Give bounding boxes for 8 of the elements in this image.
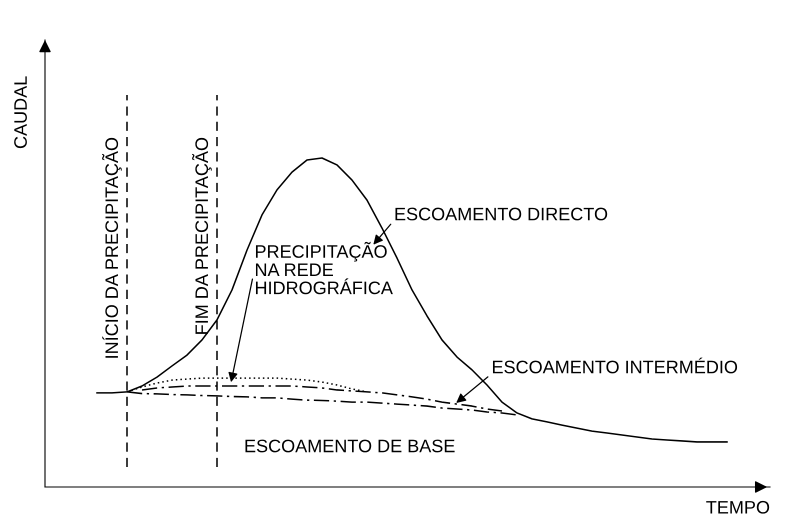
x-axis-title: TEMPO xyxy=(706,500,770,514)
annotation: INÍCIO DA PRECIPITAÇÃO xyxy=(102,138,122,358)
annotation: ESCOAMENTO INTERMÉDIO xyxy=(492,358,738,374)
y-axis-title: CAUDAL xyxy=(14,76,27,148)
annotation: ESCOAMENTO DE BASE xyxy=(245,440,455,452)
annotation: PRECIPITAÇÃO NA REDE HIDROGRÁFICA xyxy=(256,242,393,294)
annotation: FIM DA PRECIPITAÇÃO xyxy=(192,138,212,334)
annotation: ESCOAMENTO DIRECTO xyxy=(395,208,608,220)
